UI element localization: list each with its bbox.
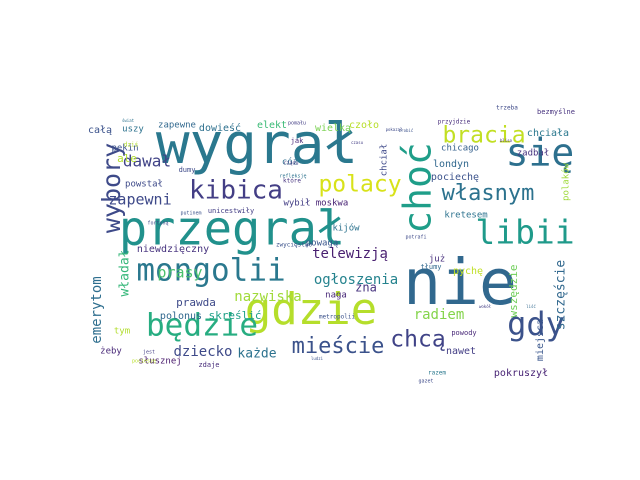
word-19: prasy — [157, 264, 202, 282]
word-39: zadbał — [517, 149, 550, 159]
word-33: nawet — [446, 346, 476, 357]
word-75: unicestwiły — [208, 207, 254, 215]
word-27: każde — [237, 347, 276, 362]
word-80: potrafi — [405, 235, 426, 241]
word-15: mieście — [292, 334, 385, 359]
word-57: powstał — [125, 180, 163, 190]
word-36: londyn — [433, 159, 469, 170]
word-7: libii — [475, 213, 574, 252]
word-96: zrobić — [399, 128, 414, 133]
word-31: miejsca — [535, 319, 546, 361]
word-67: polonus — [160, 311, 202, 322]
word-94: pokazał — [386, 127, 403, 132]
word-37: pociechę — [431, 172, 479, 183]
word-0: wygrał — [156, 112, 358, 177]
word-12: bracia — [442, 123, 525, 149]
word-8: będzie — [146, 308, 258, 344]
word-79: jak — [291, 137, 304, 145]
word-68: prawda — [176, 296, 216, 309]
word-13: wybory — [97, 143, 126, 233]
word-4: mongolii — [136, 253, 285, 289]
word-65: naga — [325, 291, 347, 301]
word-72: zdaje — [198, 361, 219, 369]
word-60: moskwa — [316, 199, 349, 209]
word-97: świat — [122, 118, 135, 123]
word-64: zwycięstwo — [276, 242, 313, 249]
word-22: nazwiska — [234, 289, 301, 305]
word-81: tłumy — [420, 263, 441, 271]
word-74: dumy — [179, 166, 196, 174]
word-29: zna — [355, 281, 377, 295]
word-42: już — [429, 255, 445, 265]
word-41: kretesem — [444, 211, 487, 221]
word-44: bezmyślne — [537, 108, 575, 116]
word-88: fortuną — [147, 221, 168, 227]
word-78: które — [283, 178, 301, 185]
word-1: przegrał — [119, 202, 345, 257]
word-86: rządu — [283, 161, 298, 167]
word-91: ludzi — [311, 356, 324, 361]
word-28: szczęście — [554, 260, 569, 331]
word-77: pomału — [288, 121, 306, 127]
word-3: gdzie — [245, 284, 377, 335]
word-90: liść — [526, 304, 536, 309]
word-85: refleksję — [279, 174, 306, 180]
word-17: dawał — [123, 152, 171, 171]
word-63: niewdzięczny — [137, 244, 209, 255]
word-10: kibica — [189, 176, 283, 206]
word-61: kijów — [332, 223, 360, 234]
word-58: cóż — [282, 157, 298, 168]
word-30: wszędzie — [507, 265, 520, 318]
word-62: powagą — [306, 239, 339, 249]
word-54: uszy — [122, 125, 144, 135]
word-43: pychę — [453, 266, 483, 277]
word-53: całą — [88, 125, 112, 136]
word-66: skreślić — [209, 309, 262, 322]
word-93: czasu — [351, 140, 364, 145]
word-46: przyjdzie — [438, 119, 471, 126]
word-25: władał — [118, 250, 133, 297]
word-35: chicago — [441, 144, 479, 154]
word-87: putinem — [180, 211, 201, 217]
word-20: telewizją — [312, 246, 388, 262]
word-71: jest — [143, 350, 155, 356]
word-56: ale — [117, 152, 137, 165]
word-52: zapewne — [158, 121, 196, 131]
word-47: czoło — [349, 120, 379, 131]
word-14: chcą — [390, 327, 445, 353]
word-24: emerytom — [89, 276, 105, 343]
word-49: wielką — [315, 123, 351, 134]
word-92: bliso — [500, 138, 513, 143]
word-38: chciała — [527, 128, 569, 139]
word-55: pekin — [111, 144, 138, 154]
word-70: żeby — [100, 347, 122, 357]
word-23: radiem — [414, 307, 465, 323]
word-26: dziecko — [173, 344, 232, 360]
word-34: powody — [451, 329, 476, 337]
word-11: polacy — [318, 172, 401, 198]
word-89: wokół — [479, 304, 492, 309]
word-48: chciał — [380, 144, 390, 177]
word-6: się — [506, 131, 575, 175]
word-2: nie — [403, 246, 517, 319]
word-83: pocieszę — [132, 359, 156, 365]
word-16: własnym — [442, 181, 535, 206]
word-5: choć — [396, 142, 440, 234]
word-84: gazet — [418, 379, 433, 385]
word-9: gdy — [507, 305, 565, 343]
word-32: pokruszył — [494, 368, 548, 379]
word-51: dowieść — [199, 122, 241, 134]
word-82: razem — [428, 370, 446, 377]
word-69: tym — [114, 327, 130, 337]
word-45: trzeba — [496, 105, 518, 112]
word-76: metropolii — [319, 314, 356, 321]
word-59: wybił — [283, 199, 310, 209]
word-21: ogłoszenia — [314, 272, 398, 288]
word-50: elekt — [257, 120, 287, 131]
word-73: słusznej — [138, 357, 181, 367]
word-95: dziś — [124, 142, 139, 149]
word-40: polaków — [561, 162, 572, 201]
word-18: zapewni — [108, 191, 171, 209]
